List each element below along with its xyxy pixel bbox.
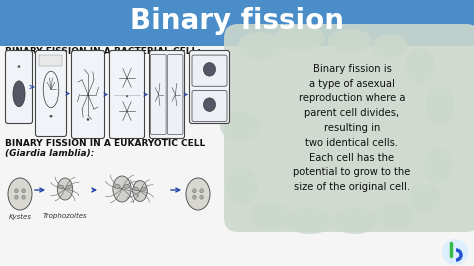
Ellipse shape [203,98,216,111]
Ellipse shape [328,29,372,53]
Text: Binary fission is
a type of asexual
reproduction where a
parent cell divides,
re: Binary fission is a type of asexual repr… [293,64,410,192]
Ellipse shape [192,189,196,193]
Text: Kystes: Kystes [9,214,31,220]
Bar [0,34,474,42]
FancyBboxPatch shape [224,24,474,232]
Ellipse shape [66,185,72,188]
Ellipse shape [203,63,216,76]
Ellipse shape [8,178,32,210]
FancyBboxPatch shape [190,51,229,123]
Ellipse shape [15,195,18,199]
Ellipse shape [114,184,120,188]
FancyBboxPatch shape [6,51,33,123]
Ellipse shape [250,202,290,230]
Ellipse shape [200,189,203,193]
Ellipse shape [405,48,435,84]
FancyBboxPatch shape [192,55,227,86]
FancyBboxPatch shape [167,55,183,135]
Ellipse shape [424,148,452,184]
Ellipse shape [126,95,128,97]
Ellipse shape [238,32,282,60]
FancyBboxPatch shape [109,51,145,139]
Ellipse shape [220,111,260,141]
Ellipse shape [275,25,325,51]
Ellipse shape [192,195,196,199]
Ellipse shape [113,176,131,202]
Ellipse shape [49,115,53,118]
Ellipse shape [186,178,210,210]
Ellipse shape [442,239,468,265]
Ellipse shape [372,34,408,58]
Text: Trophozoites: Trophozoites [43,213,87,219]
Ellipse shape [141,187,146,190]
Ellipse shape [87,118,90,121]
Ellipse shape [22,189,26,193]
Ellipse shape [18,65,20,68]
Ellipse shape [15,189,18,193]
Ellipse shape [59,185,64,188]
Text: Binary fission: Binary fission [130,7,344,35]
FancyBboxPatch shape [149,51,184,139]
Text: BINARY FISSION IN A EUKARYOTIC CELL: BINARY FISSION IN A EUKARYOTIC CELL [5,139,205,148]
FancyBboxPatch shape [72,51,104,139]
Ellipse shape [200,195,203,199]
Ellipse shape [124,184,129,188]
FancyBboxPatch shape [39,55,63,65]
Ellipse shape [409,184,441,212]
Text: (Giardia lamblia):: (Giardia lamblia): [5,149,94,158]
Ellipse shape [133,181,147,201]
Ellipse shape [286,208,334,234]
Ellipse shape [375,203,415,229]
Ellipse shape [226,168,258,204]
FancyBboxPatch shape [0,0,474,46]
Ellipse shape [13,81,25,107]
Ellipse shape [333,208,377,234]
FancyBboxPatch shape [36,51,66,136]
Ellipse shape [134,187,138,190]
Text: BINARY FISSION IN A BACTERIAL CELL:: BINARY FISSION IN A BACTERIAL CELL: [5,47,201,56]
FancyBboxPatch shape [192,90,227,122]
Ellipse shape [22,195,26,199]
FancyBboxPatch shape [151,55,166,135]
Ellipse shape [426,86,454,126]
Ellipse shape [57,178,73,200]
